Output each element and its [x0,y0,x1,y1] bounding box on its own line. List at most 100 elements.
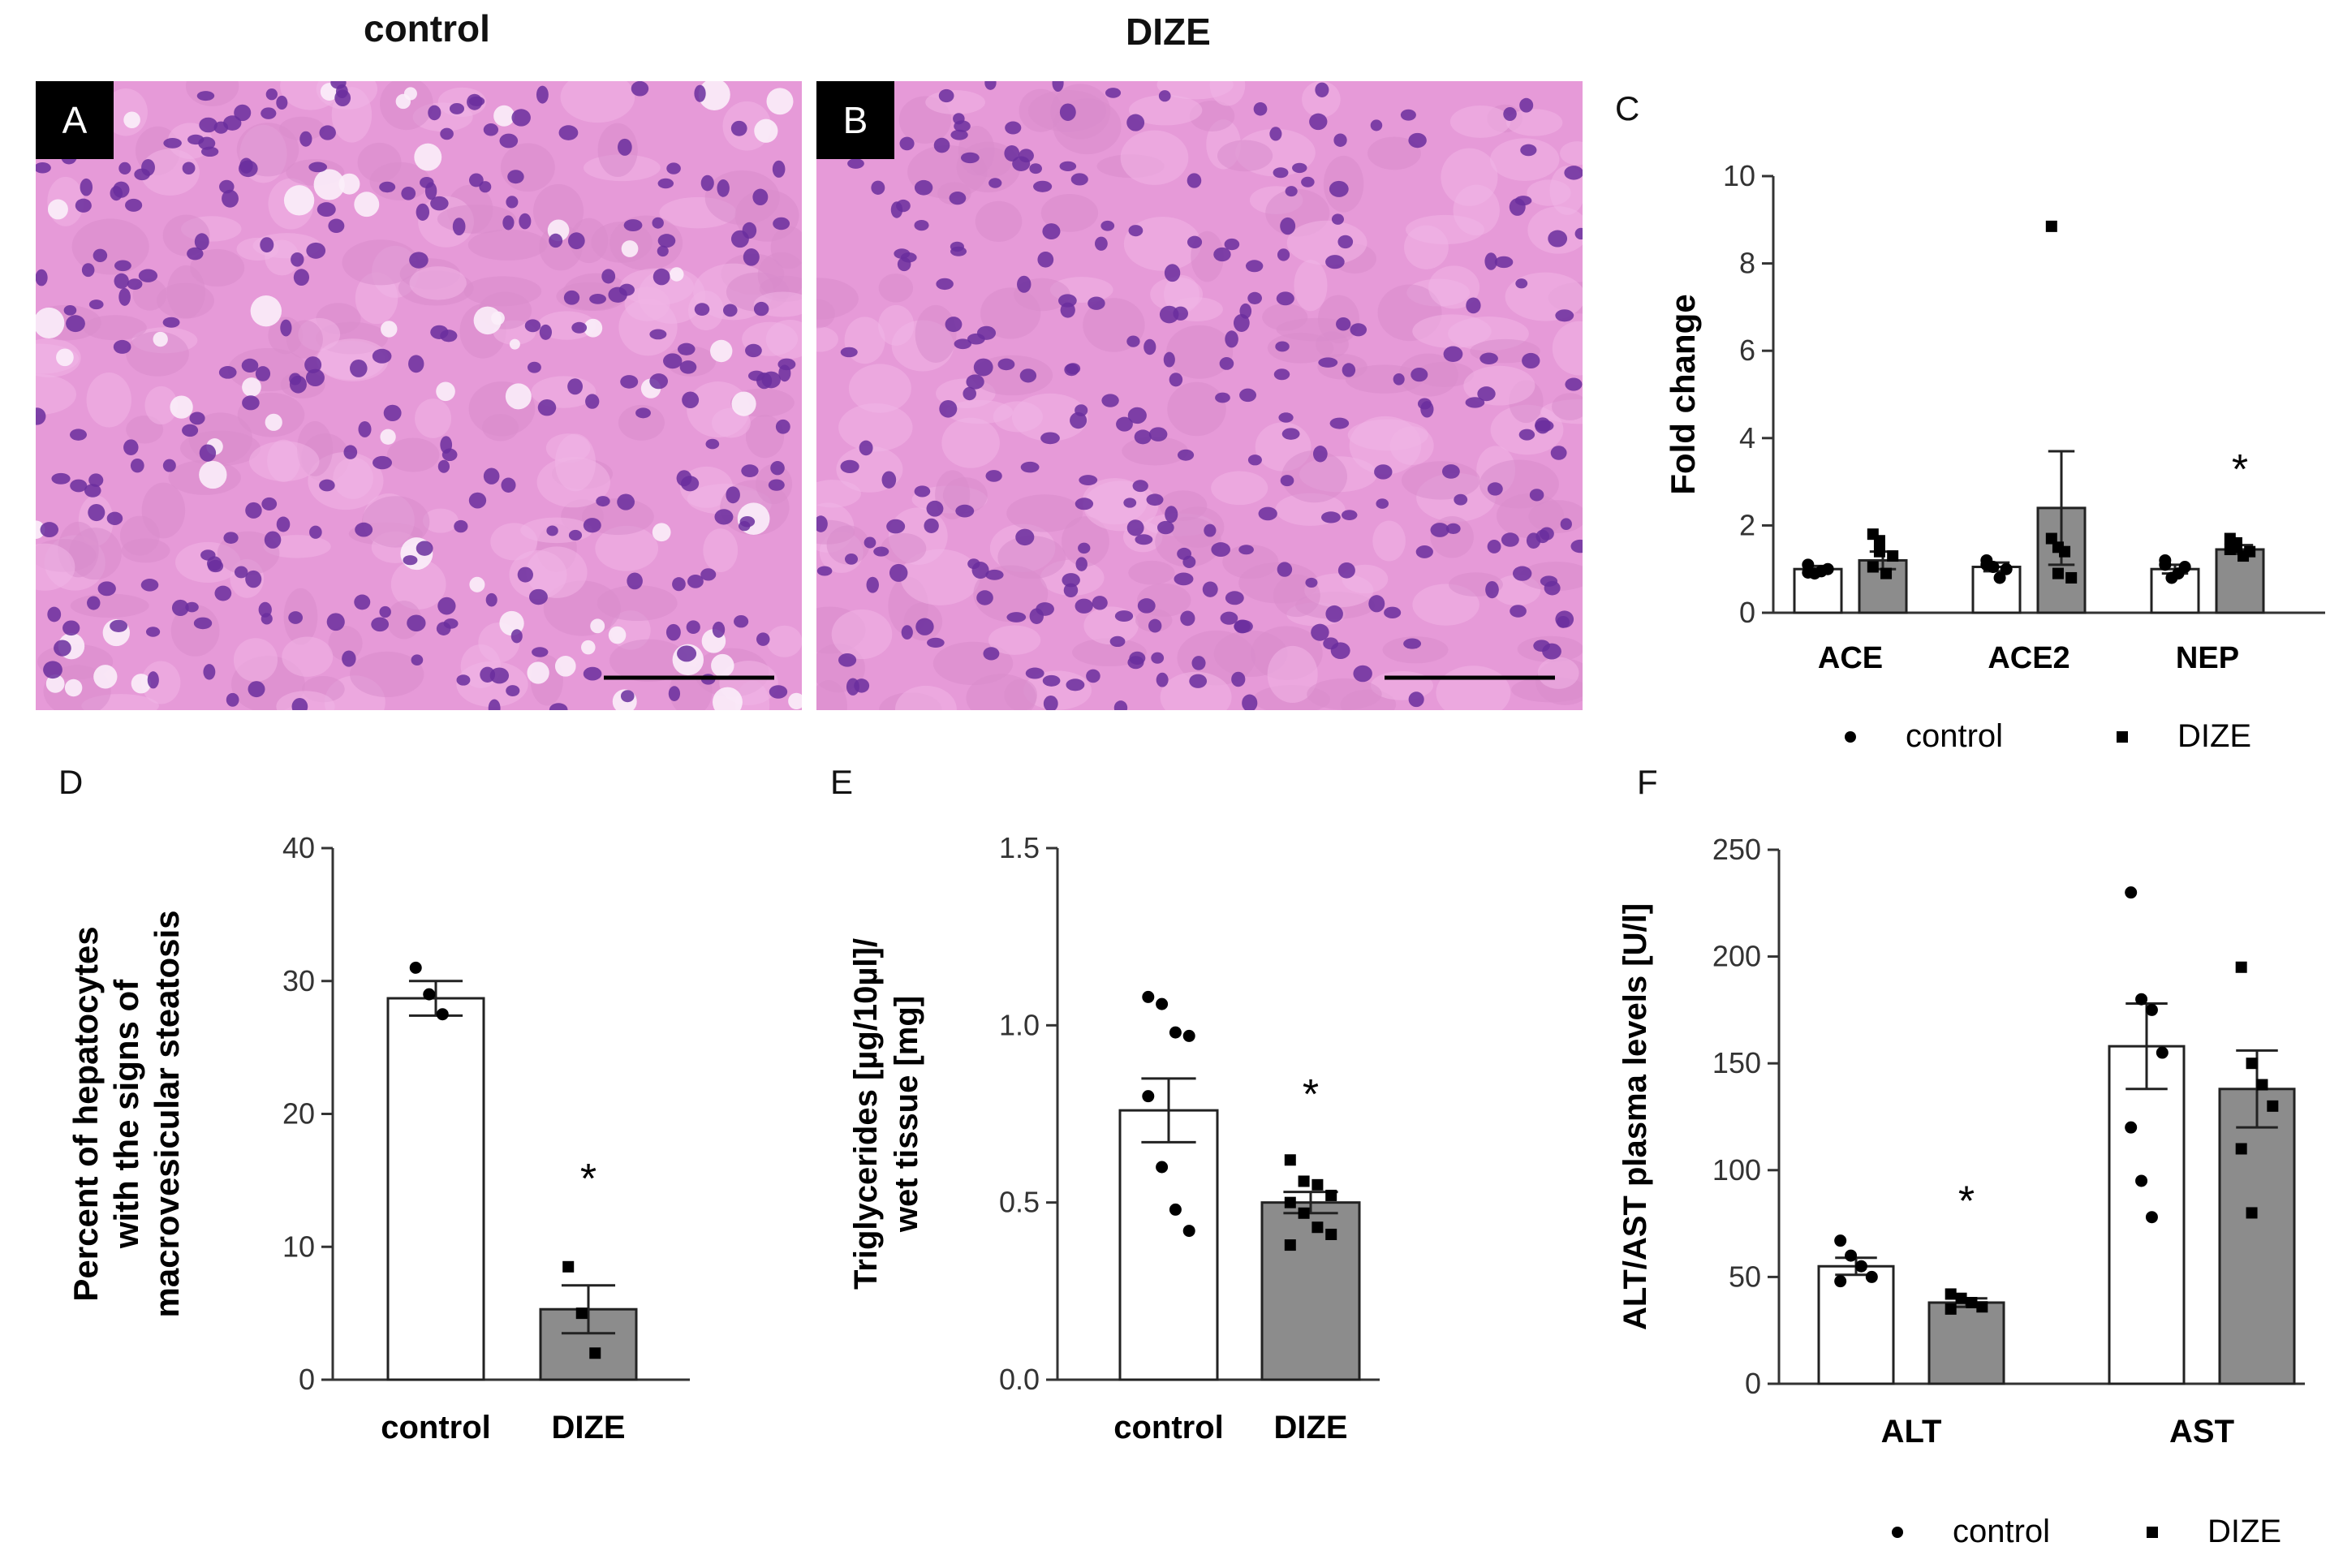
nucleus [416,203,430,221]
nucleus [255,366,271,381]
lipid-vacuole [250,295,282,327]
nucleus [871,180,885,195]
data-point-square [562,1260,575,1273]
nucleus [1225,591,1244,605]
nucleus [1215,392,1230,403]
micrograph-control-image [36,81,802,710]
nucleus [1156,520,1174,535]
cytoplasm-patch [1405,214,1485,244]
cytoplasm-patch [36,543,75,591]
nucleus [138,269,158,282]
lipid-vacuole [64,678,83,697]
nucleus [722,304,738,317]
nucleus [985,470,1002,482]
nucleus [1189,674,1208,688]
data-point-square [1887,550,1899,562]
nucleus [567,232,585,250]
nucleus [441,448,458,462]
nucleus [1109,635,1126,648]
nucleus [1337,562,1355,579]
data-point-square [1298,1175,1310,1187]
nucleus [1019,149,1034,163]
nucleus [317,202,336,218]
nucleus [291,697,308,710]
nucleus [1225,330,1238,348]
cytoplasm-patch [170,605,220,657]
nucleus [960,152,980,164]
significance-star: * [580,1156,597,1203]
nucleus [873,546,889,557]
nucleus [1353,665,1372,683]
lipid-vacuole [199,460,227,489]
nucleus [1033,180,1053,192]
data-point-square [1311,1221,1324,1234]
nucleus [1239,388,1257,403]
cytoplasm-patch [1177,630,1256,686]
panel-label-a: A [36,81,114,159]
nucleus [114,260,131,272]
cytoplasm-patch [1412,314,1492,348]
nucleus [1015,528,1035,546]
nucleus [1331,213,1344,225]
nucleus [1479,352,1498,365]
nucleus [480,666,496,683]
nucleus [714,509,734,525]
nucleus [1370,119,1383,131]
cytoplasm-patch [1128,95,1203,126]
nucleus [1219,357,1234,370]
nucleus [409,252,429,269]
nucleus [194,233,209,251]
lipid-vacuole [469,576,485,592]
nucleus [1164,264,1181,282]
lipid-vacuole [45,674,65,693]
cytoplasm-patch [463,276,542,307]
nucleus [816,515,828,532]
data-point-square [1284,1196,1296,1208]
nucleus [1100,220,1115,231]
nucleus [777,358,796,371]
y-axis-label: Fold change [1664,294,1702,494]
nucleus [567,378,584,395]
cytoplasm-patch [831,609,893,660]
cytoplasm-patch [1552,321,1583,376]
nucleus [1220,611,1238,625]
nucleus [864,536,876,549]
nucleus [1187,173,1202,188]
lipid-vacuole [621,240,639,257]
lipid-vacuole [403,87,417,101]
nucleus [1466,297,1481,314]
nucleus [717,179,730,197]
y-axis-label-line: wet tissue [mg] [889,996,924,1233]
nucleus [1204,523,1217,537]
panel-label-b: B [816,81,894,159]
data-point-circle [1834,1234,1847,1247]
nucleus [939,399,958,418]
nucleus [1533,640,1550,653]
nucleus [62,620,80,636]
nucleus [245,570,262,588]
lipid-vacuole [754,118,778,143]
lipid-vacuole [338,173,360,195]
nucleus [354,594,371,610]
nucleus [1092,596,1108,610]
nucleus [1557,615,1570,628]
nucleus [1411,367,1428,382]
nucleus [881,471,897,489]
nucleus [1393,373,1405,386]
data-point-square [1976,1301,1988,1313]
nucleus [1135,534,1153,545]
nucleus [1101,394,1119,407]
cytoplasm-patch [878,304,915,346]
lipid-vacuole [670,267,684,282]
nucleus [1368,595,1385,613]
nucleus [649,373,668,390]
nucleus [84,484,101,498]
cytoplasm-patch [1160,671,1232,710]
cytoplasm-patch [390,559,446,610]
nucleus [507,170,524,184]
nucleus [1318,357,1338,368]
data-point-circle [2159,558,2172,571]
nucleus [973,358,993,377]
nucleus [299,131,312,147]
nucleus [984,81,997,90]
